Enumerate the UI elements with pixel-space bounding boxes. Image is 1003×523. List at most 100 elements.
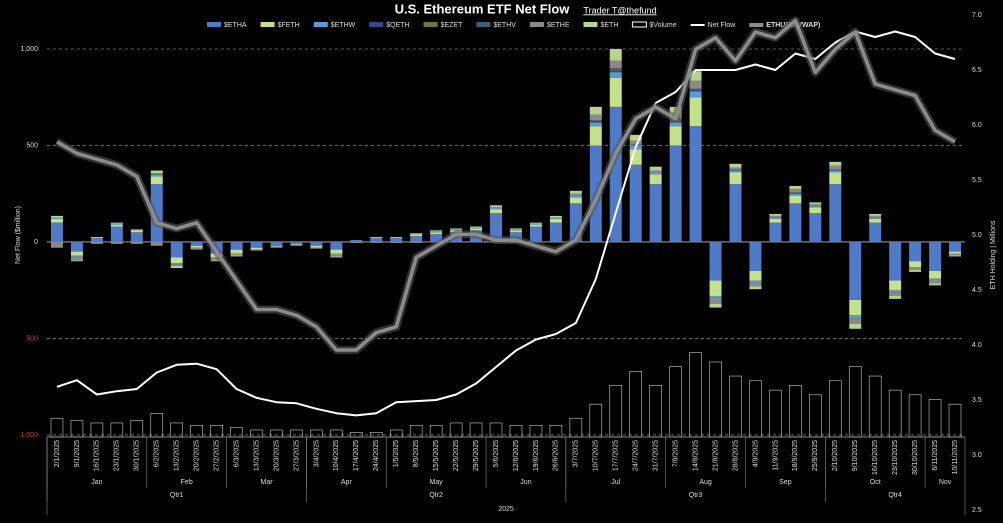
flow-bar xyxy=(529,224,542,227)
flow-bar xyxy=(829,172,842,185)
x-tick-label: 30/10/2025 xyxy=(912,440,919,475)
flow-bar xyxy=(609,70,622,72)
volume-bar xyxy=(330,429,343,438)
flow-bar xyxy=(689,71,702,81)
flow-bar xyxy=(410,241,423,243)
x-tick-label: 1/5/2025 xyxy=(393,440,400,467)
flow-bar xyxy=(749,282,762,287)
flow-bar xyxy=(609,60,622,69)
flow-bar xyxy=(729,184,742,242)
flow-bar xyxy=(190,245,203,248)
x-tick-label: 10/4/2025 xyxy=(333,440,340,471)
x-tick-label: 12/6/2025 xyxy=(513,440,520,471)
volume-bar xyxy=(828,380,842,438)
y-tick-label: 500 xyxy=(26,335,38,342)
flow-bar xyxy=(110,222,123,224)
month-label: Jun xyxy=(520,479,531,486)
flow-bar xyxy=(70,241,83,252)
volume-bar xyxy=(230,427,243,438)
flow-bar xyxy=(769,213,782,216)
flow-bar xyxy=(70,260,83,262)
legend-swatch xyxy=(207,22,221,27)
flow-bar xyxy=(769,218,782,223)
flow-bar xyxy=(869,222,882,242)
flow-bar xyxy=(869,217,882,219)
volume-bar xyxy=(250,429,263,438)
flow-bar xyxy=(509,230,522,233)
flow-bar xyxy=(470,228,483,231)
flow-bar xyxy=(110,241,123,244)
x-tick-label: 8/5/2025 xyxy=(413,440,420,467)
x-tick-label: 3/4/2025 xyxy=(313,440,320,467)
flow-bar xyxy=(410,236,423,242)
flow-bar xyxy=(829,169,842,171)
flow-bar xyxy=(170,263,183,265)
volume-bar xyxy=(310,429,323,438)
x-tick-label: 31/7/2025 xyxy=(653,440,660,471)
x-tick-label: 28/8/2025 xyxy=(732,440,739,471)
flow-bar xyxy=(50,241,63,248)
x-tick-label: 30/1/2025 xyxy=(134,440,141,471)
flow-bar xyxy=(669,145,682,242)
x-tick-label: 13/2/2025 xyxy=(174,440,181,471)
legend-swatch xyxy=(476,22,491,27)
flow-bar xyxy=(470,227,483,229)
legend-label: Net Flow xyxy=(708,22,737,29)
volume-bar xyxy=(888,389,902,438)
x-tick-label: 20/2/2025 xyxy=(194,440,201,471)
flow-bar xyxy=(90,241,103,244)
flow-bar xyxy=(809,204,822,207)
flow-bar xyxy=(689,126,702,242)
flow-bar xyxy=(549,218,562,223)
legend-label: $EZET xyxy=(441,22,464,29)
x-tick-label: 19/6/2025 xyxy=(533,440,540,471)
x-tick-label: 3/7/2025 xyxy=(573,440,580,467)
y2-tick-label: 7.0 xyxy=(972,12,982,19)
flow-bar xyxy=(390,238,403,242)
x-tick-label: 17/4/2025 xyxy=(353,440,360,471)
flow-bar xyxy=(270,241,283,246)
flow-bar xyxy=(589,120,602,122)
flow-bar xyxy=(490,213,503,242)
flow-bar xyxy=(689,88,702,91)
flow-bar xyxy=(310,247,323,249)
flow-bar xyxy=(330,241,343,250)
flow-bar xyxy=(350,241,363,243)
flow-bar xyxy=(589,126,602,146)
flow-bar xyxy=(789,185,802,189)
flow-bar xyxy=(589,121,602,123)
flow-bar xyxy=(629,149,642,165)
x-tick-label: 15/5/2025 xyxy=(433,440,440,471)
y2-tick-label: 3.5 xyxy=(972,397,982,404)
x-tick-label: 14/8/2025 xyxy=(692,440,699,471)
flow-bar xyxy=(749,270,762,281)
flow-bar xyxy=(370,238,383,242)
flow-bar xyxy=(609,71,622,73)
flow-bar xyxy=(829,165,842,170)
x-tick-label: 23/1/2025 xyxy=(114,440,121,471)
month-label: Jan xyxy=(91,479,102,486)
flow-bar xyxy=(490,205,503,208)
flow-bar xyxy=(210,260,223,262)
year-label: 2025 xyxy=(498,506,514,513)
flow-bar xyxy=(150,173,163,175)
legend-label: $ETHA xyxy=(224,22,247,29)
flow-bar xyxy=(529,223,542,225)
flow-bar xyxy=(370,237,383,239)
y2-tick-label: 5.0 xyxy=(972,232,982,239)
flow-bar xyxy=(629,134,642,141)
x-tick-label: 29/5/2025 xyxy=(473,440,480,471)
flow-bar xyxy=(170,257,183,264)
flow-bar xyxy=(230,255,243,257)
flow-bar xyxy=(130,230,143,233)
x-tick-label: 17/7/2025 xyxy=(613,440,620,471)
x-tick-label: 7/8/2025 xyxy=(672,440,679,467)
flow-bar xyxy=(729,169,742,171)
vwap-glow xyxy=(54,16,958,354)
flow-bar xyxy=(809,213,822,242)
flow-bar xyxy=(110,224,123,227)
y2-tick-label: 2.5 xyxy=(972,507,982,514)
x-tick-label: 16/1/2025 xyxy=(94,440,101,471)
flow-bar xyxy=(649,172,662,175)
flow-bar xyxy=(609,68,622,71)
